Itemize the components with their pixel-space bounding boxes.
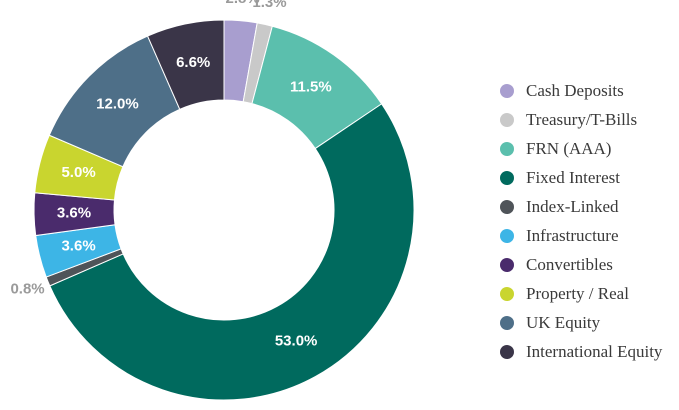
slice xyxy=(146,19,225,110)
legend-label: Property / Real xyxy=(526,284,629,303)
legend-swatch xyxy=(500,345,514,359)
legend-label: Index-Linked xyxy=(526,197,619,216)
data-label: 12.0% xyxy=(96,95,139,112)
legend-label: Treasury/T-Bills xyxy=(526,110,637,129)
legend-label: UK Equity xyxy=(526,313,601,332)
data-label: 6.6% xyxy=(176,54,210,71)
legend-swatch xyxy=(500,113,514,127)
legend-label: Fixed Interest xyxy=(526,168,620,187)
data-label: 5.0% xyxy=(61,164,95,181)
legend-label: Convertibles xyxy=(526,255,613,274)
legend-swatch xyxy=(500,200,514,214)
data-label: 1.3% xyxy=(252,0,286,11)
legend-label: Infrastructure xyxy=(526,226,619,245)
legend-swatch xyxy=(500,142,514,156)
data-label: 0.8% xyxy=(10,281,44,298)
legend-swatch xyxy=(500,171,514,185)
data-label: 11.5% xyxy=(290,79,332,96)
data-label: 3.6% xyxy=(57,204,91,221)
slice xyxy=(49,103,415,401)
legend-swatch xyxy=(500,316,514,330)
legend-swatch xyxy=(500,287,514,301)
legend-swatch xyxy=(500,258,514,272)
legend-label: FRN (AAA) xyxy=(526,139,611,158)
legend-swatch xyxy=(500,84,514,98)
legend-swatch xyxy=(500,229,514,243)
data-label: 3.6% xyxy=(61,238,95,255)
legend-label: Cash Deposits xyxy=(526,81,624,100)
data-label: 2.8% xyxy=(225,0,259,7)
legend-label: International Equity xyxy=(526,342,663,361)
data-label: 53.0% xyxy=(275,332,318,349)
